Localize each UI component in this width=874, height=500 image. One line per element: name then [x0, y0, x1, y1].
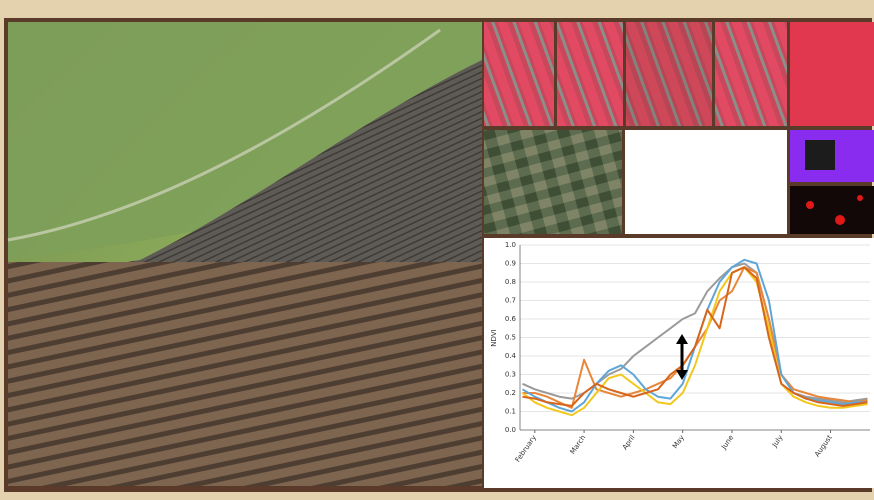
chart-panel [484, 238, 874, 488]
y-tick-label: 0.0 [505, 426, 516, 434]
y-tick-label: 0.4 [505, 352, 517, 360]
y-tick-label: 0.8 [505, 278, 516, 286]
satellite-tiles [484, 22, 874, 234]
data-line [522, 266, 868, 407]
field-photo [7, 22, 482, 486]
y-tick-label: 0.7 [505, 297, 516, 305]
ndvi-chart: NDVI 0.00.10.20.30.40.50.60.70.80.91.0Fe… [490, 241, 870, 464]
data-line [521, 266, 868, 417]
y-tick-label: 1.0 [505, 241, 516, 249]
y-tick-label: 0.1 [505, 408, 516, 416]
y-tick-label: 0.9 [505, 260, 516, 268]
y-axis-label: NDVI [490, 329, 498, 346]
y-tick-label: 0.5 [505, 334, 516, 342]
y-tick-label: 0.3 [505, 371, 516, 379]
y-tick-label: 0.6 [505, 315, 517, 323]
data-line [522, 262, 868, 404]
annotation-arrow [676, 334, 688, 380]
y-tick-label: 0.2 [505, 389, 516, 397]
